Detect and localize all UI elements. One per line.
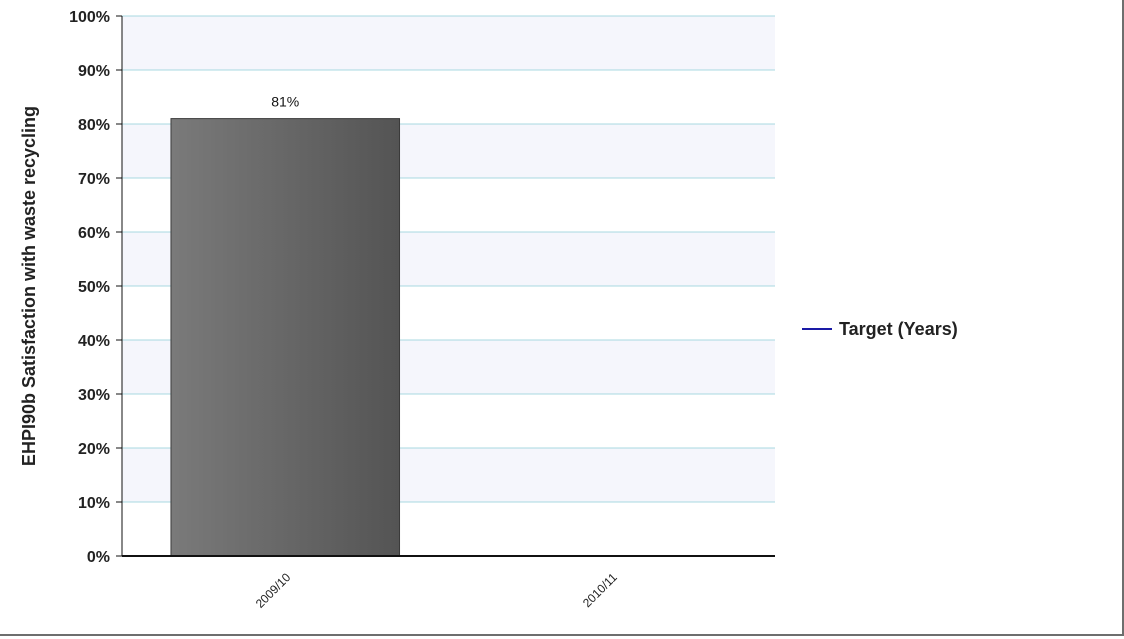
y-tick-label: 40% [78, 333, 110, 350]
y-tick-label: 10% [78, 495, 110, 512]
axes [121, 16, 775, 557]
y-tick-label: 60% [78, 225, 110, 242]
y-tick-label: 20% [78, 441, 110, 458]
legend: Target (Years) [802, 319, 958, 339]
y-tick-label: 50% [78, 279, 110, 296]
y-tick-labels: 0% 10% 20% 30% 40% 50% 60% 70% 80% 90% 100% [69, 9, 110, 566]
y-tick-label: 30% [78, 387, 110, 404]
x-tick-label: 2010/11 [580, 570, 620, 610]
x-tick-labels: 2009/10 2010/11 [253, 570, 620, 611]
bars [170, 118, 401, 557]
y-axis-label: EHPI90b Satisfaction with waste recyclin… [19, 106, 39, 466]
y-tick-label: 90% [78, 63, 110, 80]
data-label: 81% [271, 94, 299, 110]
x-tick-label: 2009/10 [253, 570, 294, 611]
y-tick-label: 80% [78, 117, 110, 134]
y-tick-label: 70% [78, 171, 110, 188]
data-labels: 81% [271, 94, 299, 110]
y-tick-label: 100% [69, 9, 110, 26]
legend-label: Target (Years) [839, 319, 958, 339]
plot-band [122, 16, 775, 70]
bar [170, 118, 401, 557]
y-tick-label: 0% [87, 549, 110, 566]
plot-bands [122, 16, 775, 502]
